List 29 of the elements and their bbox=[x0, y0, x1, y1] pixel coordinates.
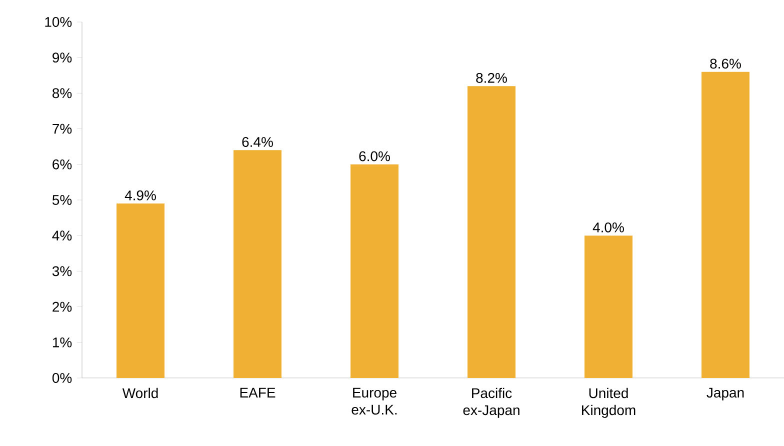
y-tick-label: 10% bbox=[45, 17, 72, 27]
y-tick-label: 3% bbox=[52, 266, 72, 276]
data-label: 4.0% bbox=[592, 222, 624, 232]
x-tick-label: World bbox=[122, 388, 158, 398]
y-tick-label: 4% bbox=[52, 230, 72, 240]
data-label: 8.2% bbox=[476, 72, 507, 83]
x-tick-label: EAFE bbox=[240, 388, 276, 398]
x-tick-label: United Kingdom bbox=[582, 388, 636, 418]
x-tick-label: Japan bbox=[706, 388, 744, 400]
data-label: 6.4% bbox=[242, 137, 273, 147]
bar bbox=[350, 164, 399, 378]
y-tick-label: 2% bbox=[52, 302, 72, 312]
data-label: 6.0% bbox=[359, 151, 390, 162]
data-label: 8.6% bbox=[710, 58, 741, 69]
y-tick-label: 1% bbox=[52, 337, 72, 348]
y-tick-label: 8% bbox=[52, 88, 72, 98]
y-tick-label: 0% bbox=[52, 373, 72, 383]
bar bbox=[584, 236, 632, 378]
bar bbox=[468, 86, 516, 378]
bar bbox=[234, 150, 282, 378]
y-tick-label: 5% bbox=[52, 195, 72, 205]
bar bbox=[702, 72, 750, 378]
y-tick-label: 7% bbox=[52, 124, 72, 134]
x-tick-label: Europe ex-U.K. bbox=[352, 388, 397, 415]
y-tick-label: 9% bbox=[52, 52, 72, 63]
x-tick-label: Pacific ex-Japan bbox=[463, 388, 520, 418]
y-tick-label: 6% bbox=[52, 159, 72, 170]
bar bbox=[116, 204, 165, 378]
data-label: 4.9% bbox=[124, 190, 156, 200]
